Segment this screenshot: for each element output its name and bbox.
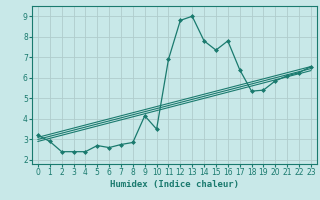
X-axis label: Humidex (Indice chaleur): Humidex (Indice chaleur) <box>110 180 239 189</box>
